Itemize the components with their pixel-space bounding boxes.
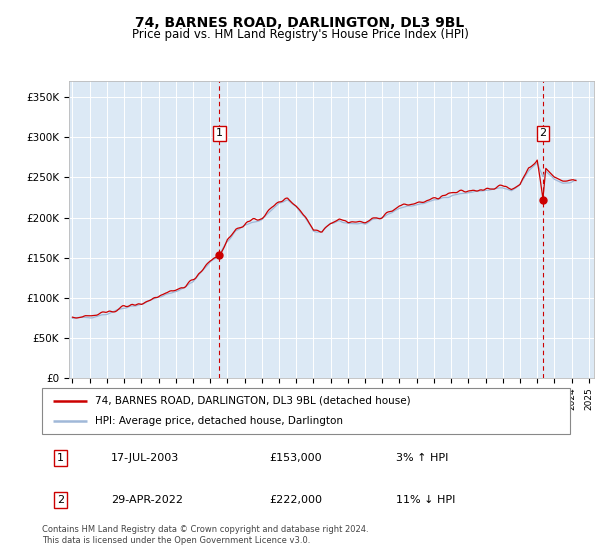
Text: 3% ↑ HPI: 3% ↑ HPI <box>396 453 448 463</box>
Text: 74, BARNES ROAD, DARLINGTON, DL3 9BL: 74, BARNES ROAD, DARLINGTON, DL3 9BL <box>136 16 464 30</box>
FancyBboxPatch shape <box>42 388 570 434</box>
Text: 2: 2 <box>57 495 64 505</box>
Text: HPI: Average price, detached house, Darlington: HPI: Average price, detached house, Darl… <box>95 416 343 426</box>
Text: Contains HM Land Registry data © Crown copyright and database right 2024.
This d: Contains HM Land Registry data © Crown c… <box>42 525 368 545</box>
Text: 17-JUL-2003: 17-JUL-2003 <box>110 453 179 463</box>
Text: Price paid vs. HM Land Registry's House Price Index (HPI): Price paid vs. HM Land Registry's House … <box>131 28 469 41</box>
Text: 1: 1 <box>57 453 64 463</box>
Text: 11% ↓ HPI: 11% ↓ HPI <box>396 495 455 505</box>
Text: 2: 2 <box>539 128 547 138</box>
Text: 74, BARNES ROAD, DARLINGTON, DL3 9BL (detached house): 74, BARNES ROAD, DARLINGTON, DL3 9BL (de… <box>95 395 410 405</box>
Text: £222,000: £222,000 <box>269 495 322 505</box>
Text: £153,000: £153,000 <box>269 453 322 463</box>
Text: 1: 1 <box>216 128 223 138</box>
Text: 29-APR-2022: 29-APR-2022 <box>110 495 182 505</box>
